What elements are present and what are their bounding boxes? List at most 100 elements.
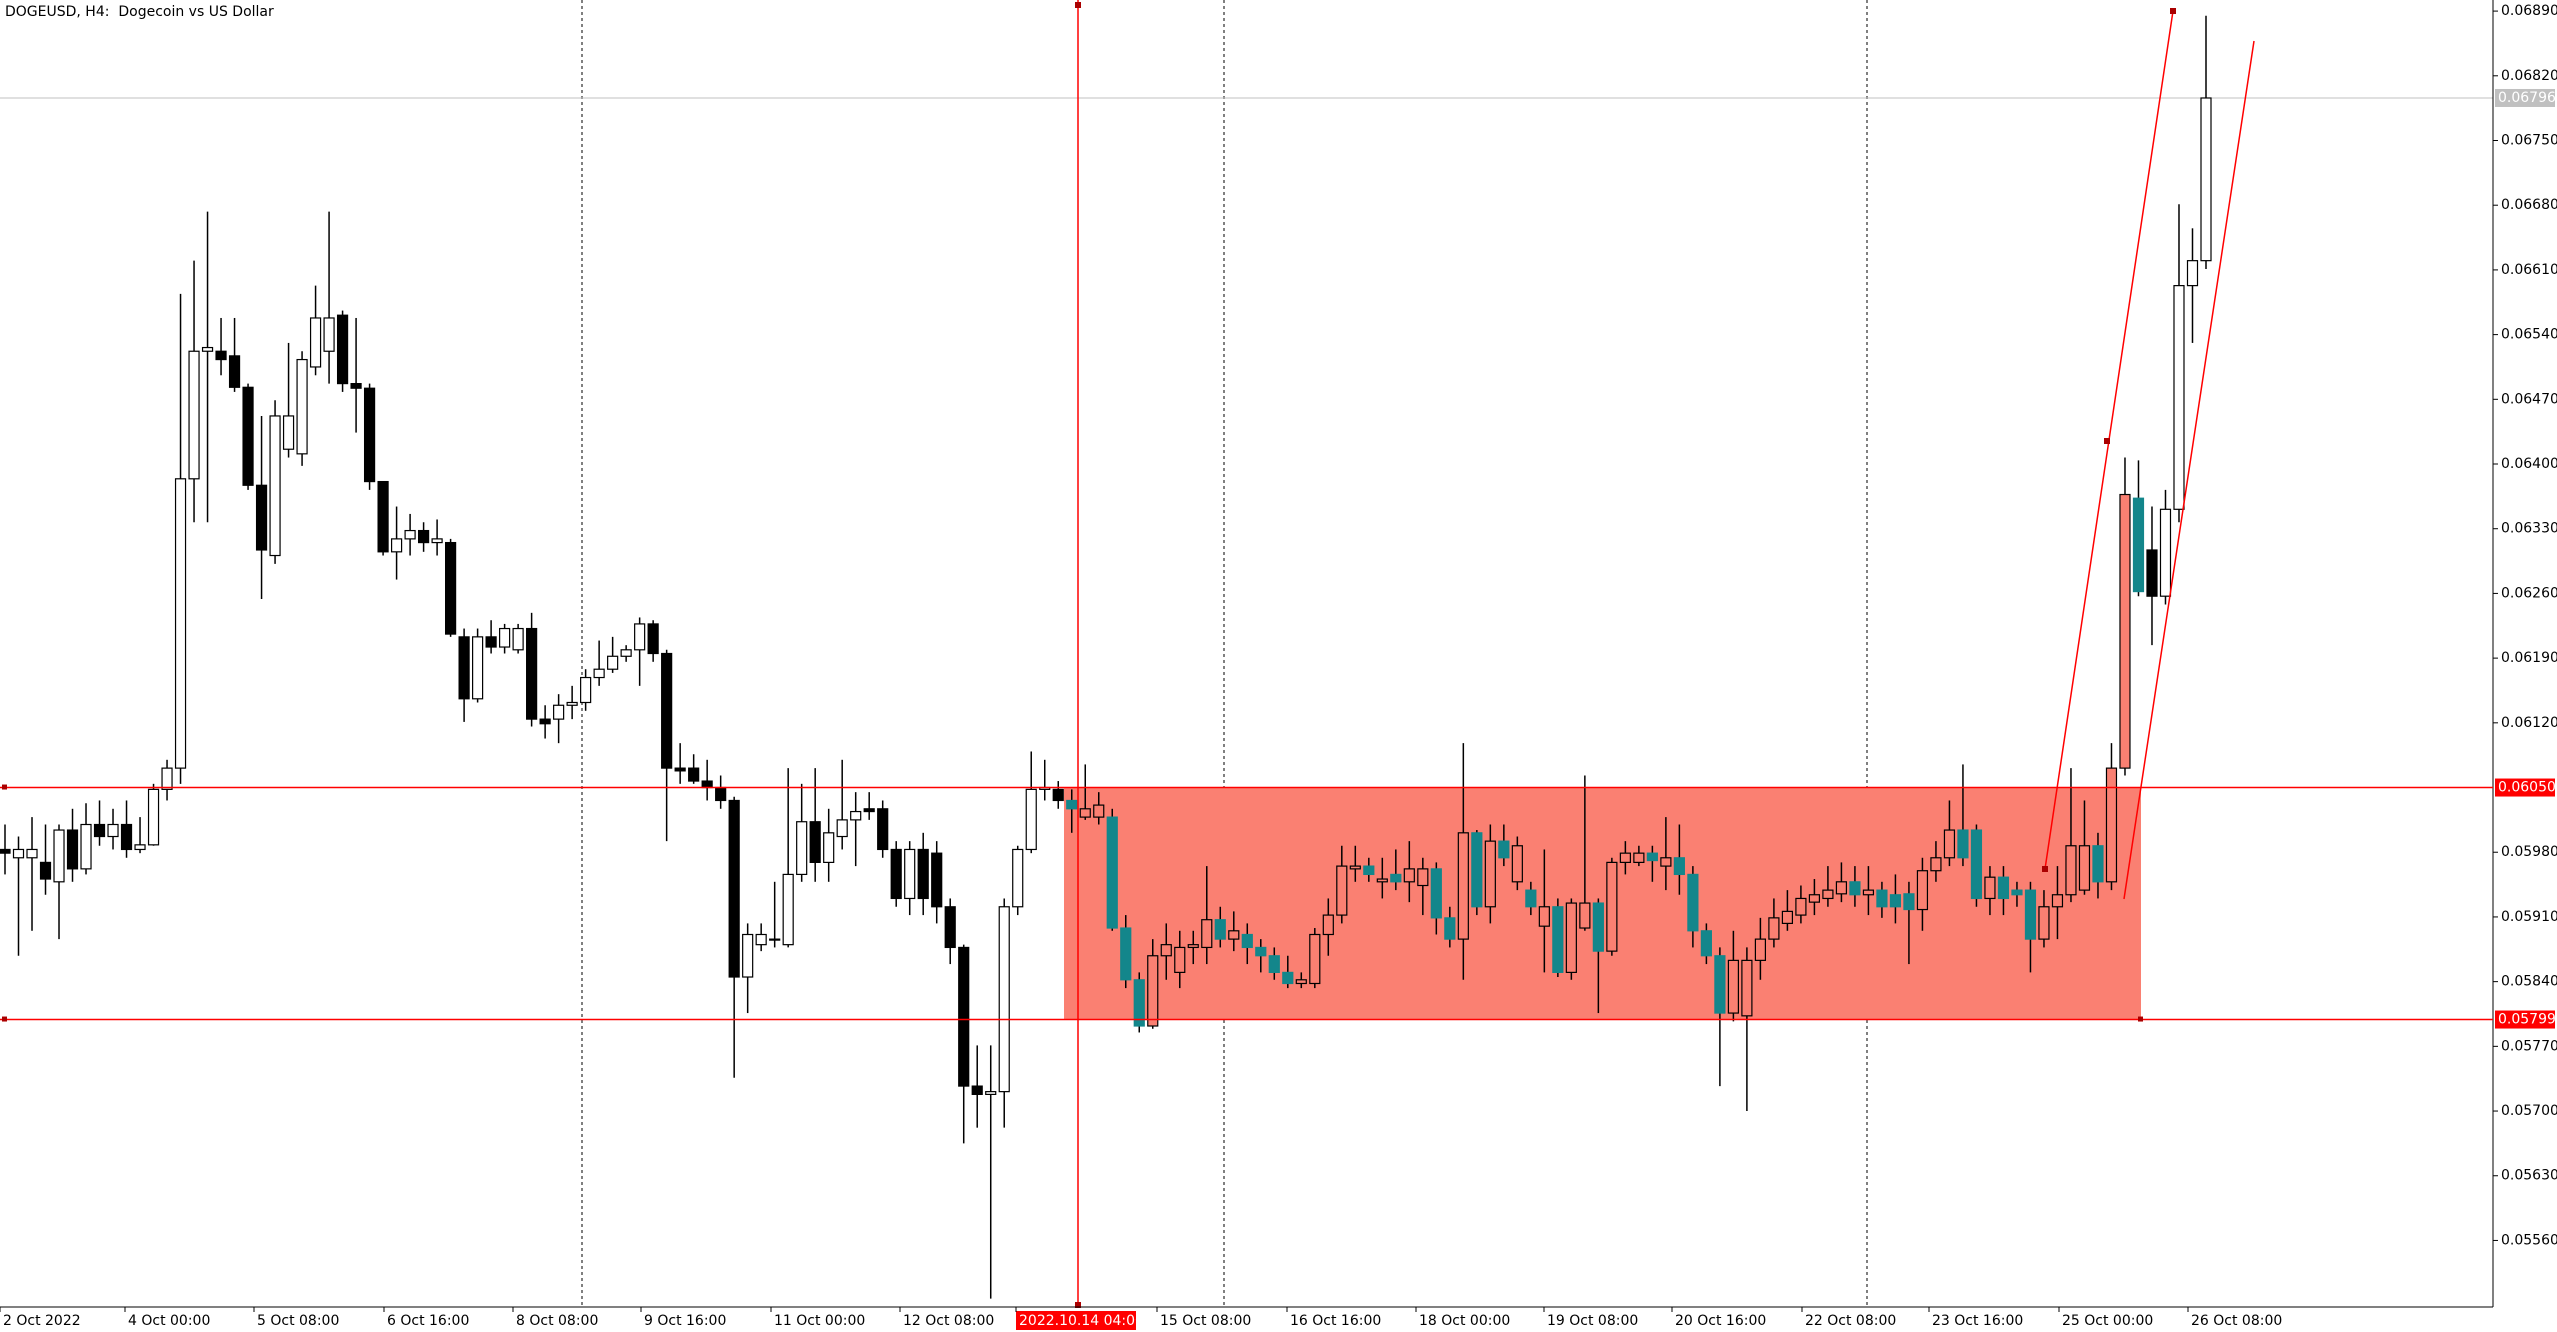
candle-body bbox=[309, 317, 322, 368]
candle-body bbox=[2186, 260, 2199, 287]
candle-body bbox=[1390, 873, 1402, 883]
candle-body bbox=[607, 655, 619, 670]
candle-body bbox=[228, 355, 241, 388]
candle-body bbox=[134, 844, 146, 851]
candle-body bbox=[796, 821, 808, 876]
candle-body bbox=[701, 780, 713, 789]
x-tick-label: 26 Oct 08:00 bbox=[2191, 1313, 2282, 1329]
candle-body bbox=[2105, 767, 2118, 883]
candle-body bbox=[107, 823, 119, 838]
x-tick-label: 4 Oct 00:00 bbox=[128, 1313, 210, 1329]
price-tag-label: 0.05799 bbox=[2498, 1012, 2556, 1028]
candle-body bbox=[1808, 894, 1821, 903]
candle-body bbox=[66, 829, 79, 870]
candle-body bbox=[1025, 788, 1037, 851]
candle-body bbox=[39, 861, 52, 880]
candle-body bbox=[850, 810, 862, 821]
x-tick-label: 15 Oct 08:00 bbox=[1160, 1313, 1251, 1329]
candle-body bbox=[944, 906, 956, 949]
candle-body bbox=[499, 627, 511, 648]
candle-body bbox=[931, 852, 943, 908]
candle-body bbox=[0, 848, 11, 854]
x-tick-label: 2022.10.14 04:00 bbox=[1019, 1313, 1144, 1329]
y-tick-label: 0.06190 bbox=[2501, 650, 2557, 666]
y-tick-label: 0.06400 bbox=[2501, 456, 2557, 472]
price-tag bbox=[2495, 88, 2555, 107]
candle-body bbox=[296, 358, 308, 455]
candle-body bbox=[782, 873, 794, 946]
candle-body bbox=[1012, 848, 1024, 908]
trend-line bbox=[2123, 40, 2255, 900]
candle-body bbox=[1768, 917, 1780, 940]
candle-body bbox=[1538, 906, 1550, 927]
candle-body bbox=[2092, 845, 2104, 883]
candle-body bbox=[1214, 919, 1226, 940]
candle-body bbox=[1525, 889, 1537, 908]
candle-body bbox=[836, 819, 848, 838]
x-tick-label: 12 Oct 08:00 bbox=[903, 1313, 994, 1329]
candle-body bbox=[1444, 917, 1456, 940]
candle-body bbox=[1970, 829, 1983, 900]
y-tick-label: 0.05910 bbox=[2501, 909, 2557, 925]
anchor bbox=[2170, 8, 2176, 14]
candle-body bbox=[390, 538, 403, 553]
candle-body bbox=[2159, 508, 2172, 597]
candle-body bbox=[53, 829, 65, 883]
candle-body bbox=[445, 541, 457, 635]
axis-layer: 0.06890 0.06820 0.06750 0.06680 0.06610 0.065… bbox=[0, 3, 2557, 1330]
candle-body bbox=[404, 529, 416, 540]
candle-body bbox=[1430, 868, 1442, 919]
x-tick-label: 20 Oct 16:00 bbox=[1675, 1313, 1766, 1329]
candle-body bbox=[1336, 865, 1348, 916]
anchor bbox=[2042, 866, 2048, 872]
candle-body bbox=[1660, 857, 1672, 867]
candle-body bbox=[255, 484, 268, 551]
y-tick-label: 0.06540 bbox=[2501, 327, 2557, 343]
candle-body bbox=[593, 668, 605, 679]
candle-body bbox=[269, 415, 281, 557]
candle-body bbox=[1471, 832, 1483, 908]
candle-body bbox=[1376, 878, 1388, 883]
x-tick-label: 18 Oct 00:00 bbox=[1419, 1313, 1510, 1329]
candle-body bbox=[1268, 955, 1280, 973]
candle-body bbox=[1903, 893, 1915, 911]
candle-body bbox=[1592, 902, 1604, 952]
candle-body bbox=[728, 799, 740, 978]
candle-body bbox=[904, 848, 916, 900]
candle-body bbox=[1160, 944, 1172, 957]
candle-body bbox=[1201, 919, 1213, 949]
candle-body bbox=[1484, 840, 1496, 908]
candle-body bbox=[1322, 914, 1334, 936]
candle-body bbox=[1228, 930, 1240, 940]
candle-body bbox=[431, 538, 443, 544]
candle-body bbox=[1282, 971, 1294, 985]
candle-body bbox=[1984, 876, 1996, 900]
candle-body bbox=[2119, 493, 2131, 769]
separators bbox=[581, 0, 1868, 1307]
candle-body bbox=[1849, 881, 1861, 896]
candle-body bbox=[1781, 910, 1794, 925]
x-tick-label: 25 Oct 00:00 bbox=[2062, 1313, 2153, 1329]
candle-body bbox=[1957, 829, 1969, 859]
candle-body bbox=[350, 382, 362, 389]
candle-body bbox=[1916, 870, 1929, 911]
anchor bbox=[1075, 1302, 1081, 1308]
candle-body bbox=[755, 933, 767, 946]
candle-body bbox=[1241, 933, 1253, 949]
candle-body bbox=[174, 478, 187, 769]
candle-body bbox=[1079, 808, 1091, 818]
candle-body bbox=[2200, 97, 2212, 262]
y-tick-label: 0.06260 bbox=[2501, 585, 2557, 601]
x-tick-label: 9 Oct 16:00 bbox=[644, 1313, 726, 1329]
candle-body bbox=[674, 767, 686, 772]
crosshair-time-tag bbox=[1016, 1311, 1136, 1330]
candle-body bbox=[1673, 857, 1685, 876]
candle-body bbox=[1606, 861, 1618, 952]
candle-body bbox=[1714, 955, 1726, 1014]
candle-body bbox=[1457, 832, 1469, 940]
candle-body bbox=[1403, 868, 1415, 883]
candle-body bbox=[985, 1091, 997, 1096]
candle-body bbox=[769, 938, 781, 941]
candle-body bbox=[1363, 865, 1375, 876]
